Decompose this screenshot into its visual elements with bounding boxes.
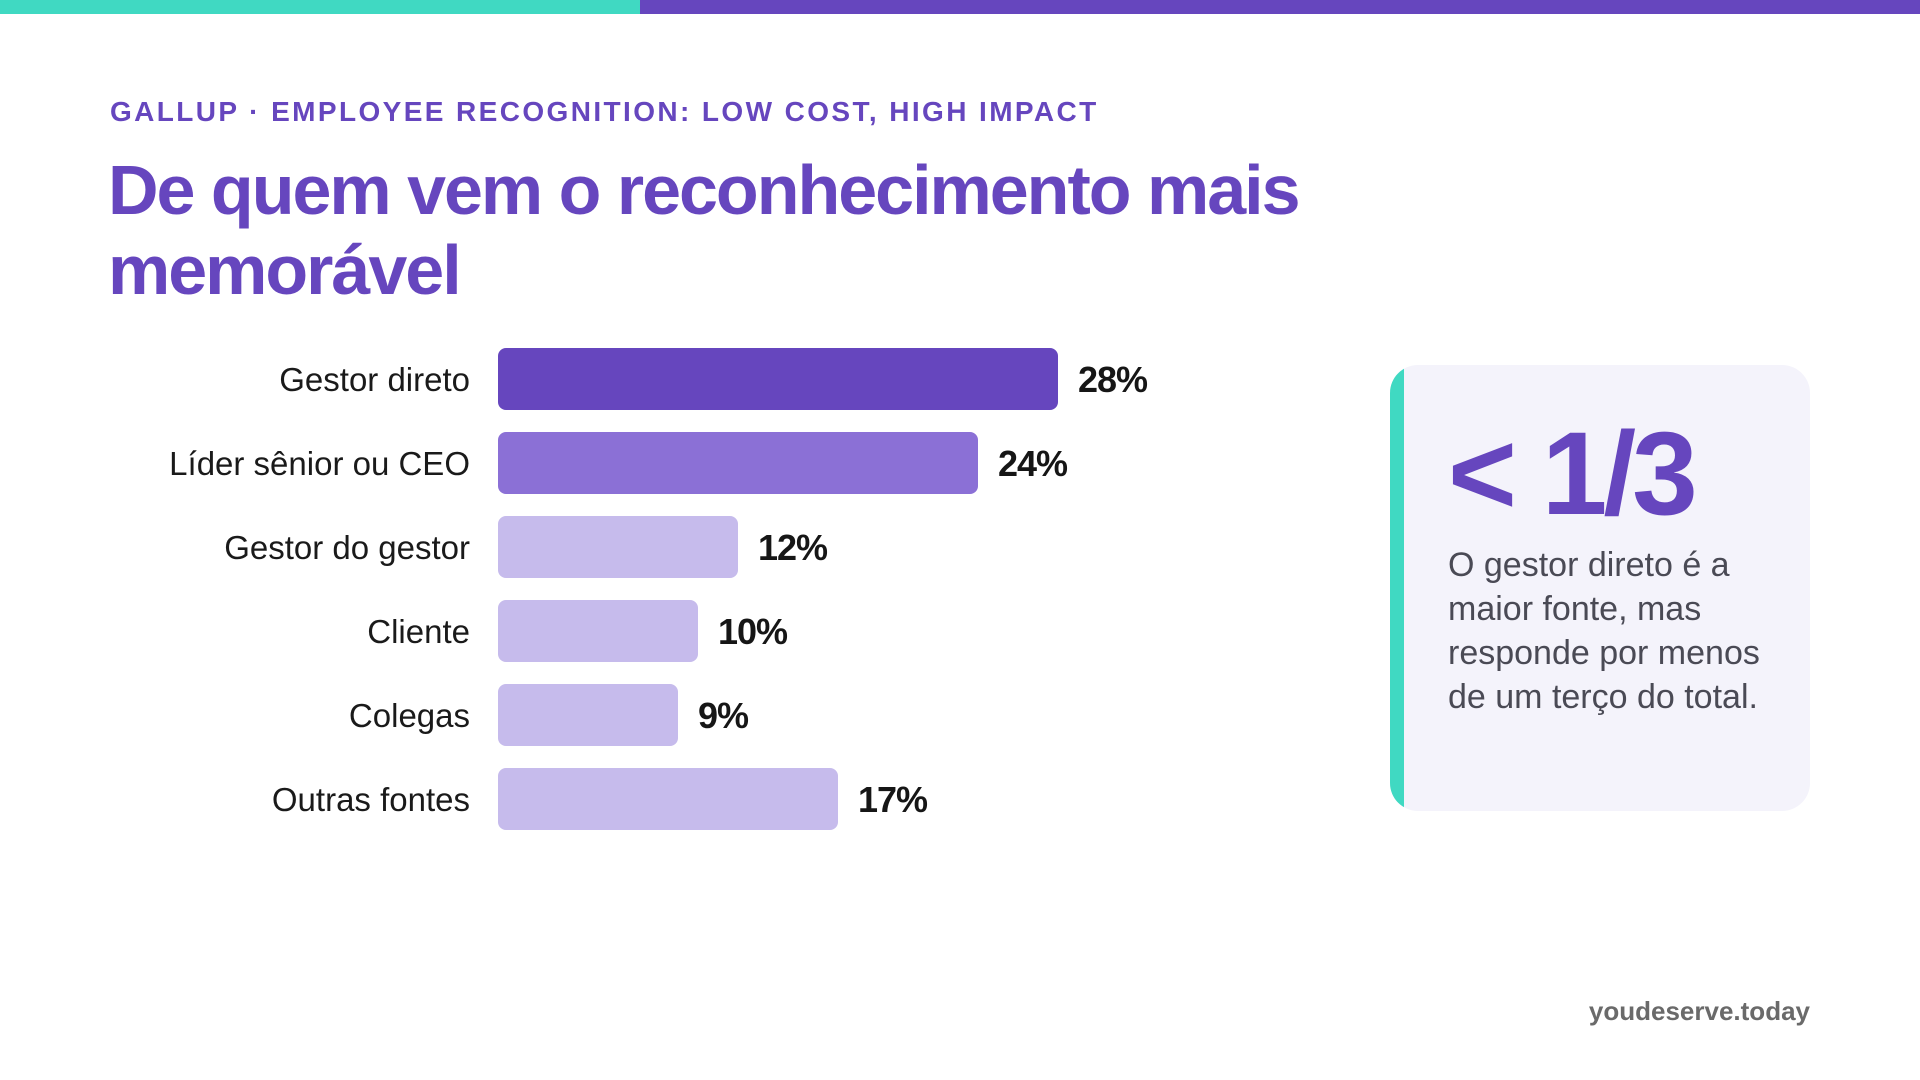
category-label: Gestor do gestor (224, 529, 470, 566)
value-label: 10% (718, 611, 788, 652)
bar (498, 600, 698, 662)
value-label: 9% (698, 695, 749, 736)
eyebrow-source: GALLUP · EMPLOYEE RECOGNITION: LOW COST,… (110, 96, 1099, 127)
bar (498, 516, 738, 578)
callout-description: O gestor direto é a maior fonte, mas res… (1448, 546, 1760, 716)
value-label: 24% (998, 443, 1068, 484)
category-label: Gestor direto (279, 361, 470, 398)
bar (498, 348, 1058, 410)
bar (498, 684, 678, 746)
category-label: Colegas (349, 697, 470, 734)
callout-stat: < 1/3 (1448, 408, 1698, 540)
callout-accent-bar (1390, 365, 1404, 811)
category-label: Líder sênior ou CEO (169, 445, 470, 482)
bar (498, 768, 838, 830)
value-label: 17% (858, 779, 928, 820)
top-accent-purple (640, 0, 1920, 14)
top-accent-teal (0, 0, 640, 14)
value-label: 12% (758, 527, 828, 568)
value-label: 28% (1078, 359, 1148, 400)
page-title: De quem vem o reconhecimento mais memorá… (108, 151, 1301, 309)
bar-chart: Gestor direto 28% Líder sênior ou CEO 24% Ge… (169, 348, 1149, 830)
brand-footer: youdeserve.today (1588, 996, 1810, 1026)
category-label: Cliente (367, 613, 470, 650)
top-accent-bar (0, 0, 1920, 14)
category-label: Outras fontes (272, 781, 470, 818)
stat-callout: < 1/3 O gestor direto é a maior fonte, m… (1390, 365, 1810, 811)
bar (498, 432, 978, 494)
